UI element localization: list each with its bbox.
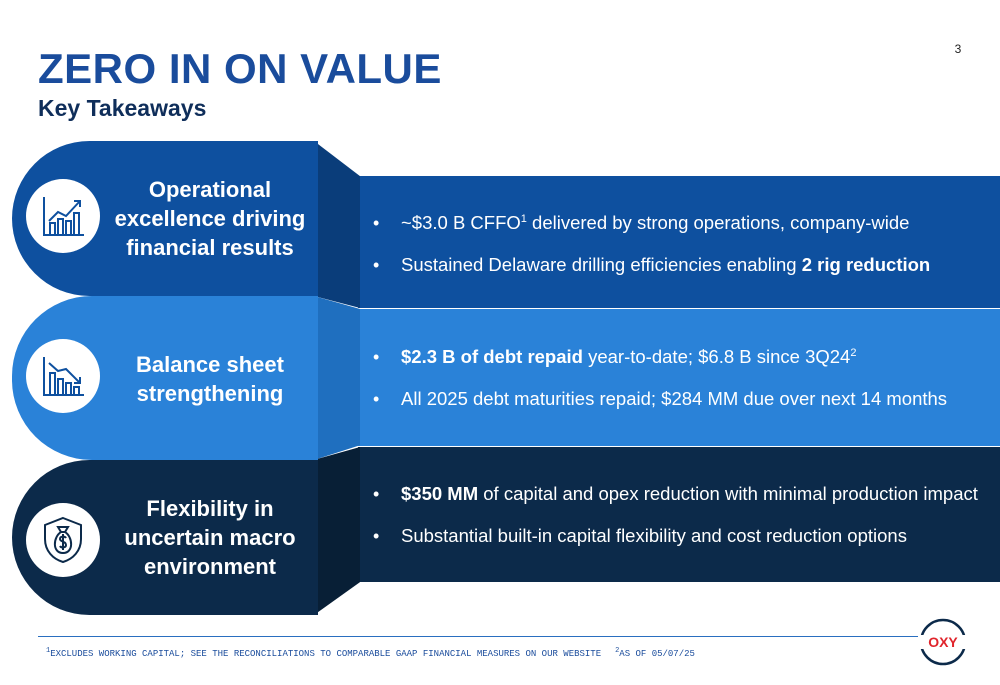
icon-badge <box>26 339 100 413</box>
takeaway-band-balance-sheet: $2.3 B of debt repaid year-to-date; $6.8… <box>358 309 1000 446</box>
page-title: ZERO IN ON VALUE <box>38 45 442 92</box>
connector-shape <box>314 296 360 460</box>
bullet-list: ~$3.0 B CFFO1 delivered by strong operat… <box>373 211 930 277</box>
footer-divider <box>38 636 918 637</box>
bullet-item: Sustained Delaware drilling efficiencies… <box>373 253 930 277</box>
takeaway-band-flexibility: $350 MM of capital and opex reduction wi… <box>358 447 1000 582</box>
section-label: Flexibility in uncertain macro environme… <box>124 496 296 579</box>
icon-badge <box>26 503 100 577</box>
bullet-item: $2.3 B of debt repaid year-to-date; $6.8… <box>373 345 947 369</box>
bullet-list: $350 MM of capital and opex reduction wi… <box>373 482 978 548</box>
money-bag-shield-icon <box>44 516 82 564</box>
connector-shape <box>314 447 360 615</box>
bullet-item: All 2025 debt maturities repaid; $284 MM… <box>373 387 947 411</box>
connector-shape <box>314 141 360 308</box>
section-label: Operational excellence driving financial… <box>114 177 306 260</box>
page-number: 3 <box>954 42 962 56</box>
takeaway-band-operational: ~$3.0 B CFFO1 delivered by strong operat… <box>358 176 1000 308</box>
declining-bar-chart-icon <box>43 357 84 396</box>
bullet-item: $350 MM of capital and opex reduction wi… <box>373 482 978 506</box>
bullet-item: ~$3.0 B CFFO1 delivered by strong operat… <box>373 211 930 235</box>
rising-bar-chart-icon <box>43 197 84 236</box>
icon-badge <box>26 179 100 253</box>
section-label: Balance sheet strengthening <box>136 352 284 406</box>
bullet-list: $2.3 B of debt repaid year-to-date; $6.8… <box>373 345 947 411</box>
oxy-logo: OXY <box>918 618 968 666</box>
bullet-item: Substantial built-in capital flexibility… <box>373 524 978 548</box>
page-subtitle: Key Takeaways <box>38 95 207 121</box>
logo-text: OXY <box>928 634 958 650</box>
footnotes: 1EXCLUDES WORKING CAPITAL; SEE THE RECON… <box>46 647 695 660</box>
